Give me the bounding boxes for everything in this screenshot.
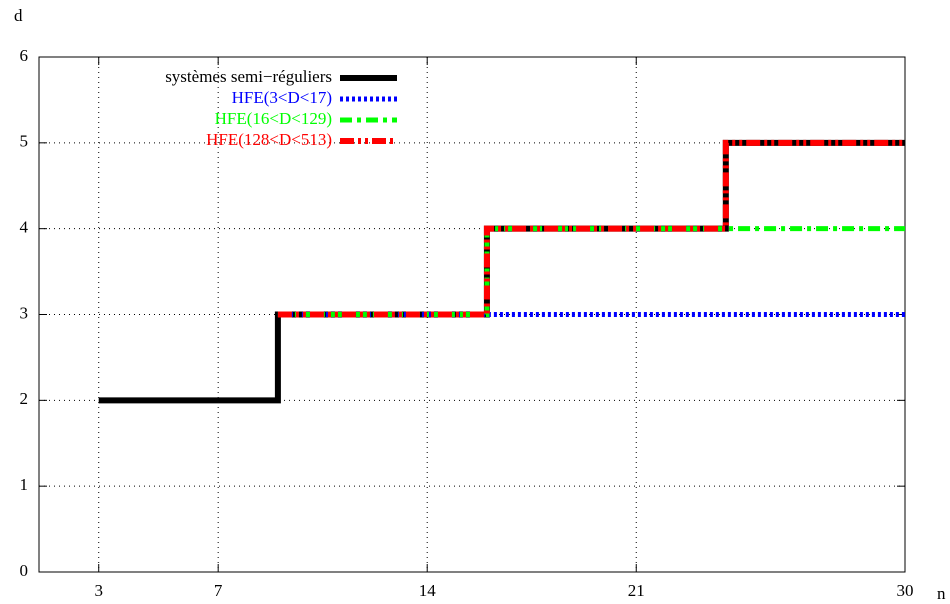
y-tick-label: 6 [20,46,29,65]
y-axis-label: d [14,6,23,25]
x-tick-label: 30 [897,581,914,600]
series-line [277,139,905,318]
x-tick-label: 7 [214,581,223,600]
series-line [98,139,905,404]
series-line [277,226,905,317]
legend-label: HFE(16<D<129) [215,109,332,128]
y-tick-label: 5 [20,132,29,151]
x-axis-label: n [937,584,946,603]
x-tick-label: 14 [419,581,437,600]
y-tick-label: 2 [20,389,29,408]
legend-label: HFE(128<D<513) [206,130,332,149]
y-tick-label: 4 [20,218,29,237]
plot-border [38,56,906,573]
y-tick-label: 0 [20,561,29,580]
x-tick-label: 3 [94,581,103,600]
x-tick-label: 21 [628,581,645,600]
legend-label: systèmes semi−réguliers [165,67,332,86]
legend-label: HFE(3<D<17) [232,88,332,107]
y-tick-label: 1 [20,475,29,494]
y-tick-label: 3 [20,303,29,322]
